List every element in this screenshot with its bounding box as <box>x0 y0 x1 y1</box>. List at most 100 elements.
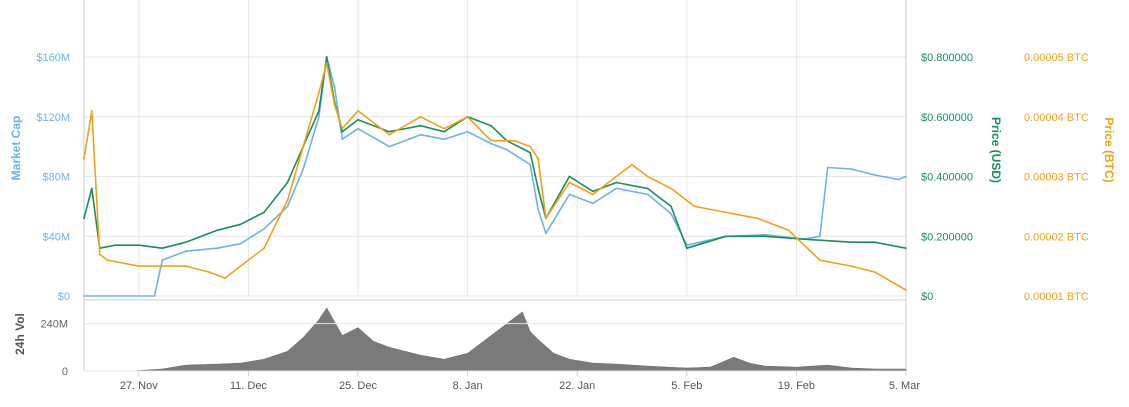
series-price-btc-line-point <box>286 199 289 202</box>
series-price-btc-line-point <box>850 265 853 267</box>
series-market-cap-line-point <box>184 250 187 253</box>
series-price-usd-line-point <box>419 124 422 127</box>
series-price-btc-line-point <box>302 145 305 148</box>
series-price-usd-line-point <box>685 247 688 250</box>
series-price-btc-line-point <box>756 217 759 220</box>
volume-tick-label: 240M <box>40 319 68 331</box>
series-price-usd-line-point <box>357 118 359 121</box>
series-market-cap-line-point <box>850 168 853 170</box>
series-price-btc-line-point <box>106 259 109 262</box>
series-price-usd-line-point <box>161 247 164 250</box>
series-market-cap-line-point <box>302 168 305 170</box>
series-market-cap-line-point <box>592 202 594 205</box>
series-price-usd-line-point <box>615 181 618 184</box>
series-price-usd-line-point <box>850 241 853 244</box>
price-usd-axis-title: Price (USD) <box>989 117 1003 183</box>
price-usd-tick-label: $0.200000 <box>921 231 973 243</box>
series-price-btc-line-point <box>137 265 140 267</box>
market-cap-tick-label: $40M <box>42 231 70 243</box>
series-price-btc-line-point <box>513 139 516 142</box>
series-price-btc-line-point <box>224 277 226 279</box>
series-market-cap-line-point <box>826 166 829 169</box>
price-btc-axis-title: Price (BTC) <box>1102 117 1116 182</box>
series-market-cap-line-point <box>490 142 492 145</box>
series-market-cap-line-point <box>529 163 532 166</box>
series-price-btc-line-point <box>819 259 821 262</box>
series-price-usd-line-point <box>90 187 93 190</box>
series-market-cap-line-point <box>357 127 359 130</box>
series-market-cap-line-point <box>153 295 156 297</box>
series-price-btc-line-point <box>466 115 469 118</box>
series-market-cap-line-point <box>466 130 469 133</box>
series-price-usd-line-point <box>568 175 571 178</box>
price-btc-tick-label: 0.00005 BTC <box>1024 52 1089 64</box>
series-market-cap-line-point <box>286 205 289 208</box>
series-price-usd-line-point <box>764 235 766 238</box>
series-market-cap-line-point <box>670 212 672 215</box>
x-tick-label: 19. Feb <box>778 380 815 392</box>
series-market-cap-line-point <box>568 193 571 196</box>
market-cap-tick-label: $160M <box>36 52 70 64</box>
series-price-btc-line-point <box>184 265 187 267</box>
series-market-cap-line-point <box>341 138 344 141</box>
series-market-cap-line-point <box>216 247 219 250</box>
series-price-btc-line-point <box>357 109 359 112</box>
series-market-cap-line-point <box>333 86 336 88</box>
volume-axis-title: 24h Vol <box>13 313 27 355</box>
main-plot-area <box>84 0 906 296</box>
series-price-btc-line-point <box>490 139 492 142</box>
x-tick-label: 5. Feb <box>671 380 702 392</box>
series-market-cap-line-point <box>130 295 132 297</box>
series-market-cap-line-point <box>873 174 876 176</box>
series-price-usd-line-point <box>592 190 594 193</box>
price-btc-tick-label: 0.00004 BTC <box>1024 112 1089 124</box>
series-market-cap-line-point <box>263 227 265 230</box>
series-market-cap-line-point <box>318 115 320 118</box>
series-price-usd-line-point <box>388 130 391 133</box>
market-cap-tick-label: $120M <box>36 112 70 124</box>
x-tick-label: 27. Nov <box>120 380 158 392</box>
series-24h-vol-area <box>84 307 907 372</box>
series-price-usd-line-point <box>184 241 187 244</box>
series-price-usd-line-point <box>137 244 140 247</box>
series-price-btc-line-point <box>615 175 618 178</box>
series-market-cap-line-point <box>388 145 391 148</box>
x-tick-label: 11. Dec <box>230 380 268 392</box>
series-market-cap-line-point <box>905 175 907 178</box>
series-price-btc-line-point <box>208 271 211 273</box>
series-price-btc-line-point <box>537 157 539 160</box>
series-price-btc-line-point <box>161 265 164 267</box>
series-price-btc-line-point <box>568 181 571 184</box>
series-price-usd-line-point <box>670 205 672 208</box>
series-price-btc-line-point <box>263 247 265 250</box>
series-price-usd-line-point <box>83 217 85 220</box>
series-price-btc-line-point <box>787 229 790 232</box>
series-price-usd-line-point <box>443 130 445 133</box>
series-price-btc-line-point <box>333 103 336 106</box>
series-price-usd-line <box>83 56 907 249</box>
series-market-cap-line-point <box>505 148 508 151</box>
series-price-btc-line-point <box>419 115 422 118</box>
series-price-btc-line-point <box>318 91 320 94</box>
series-market-cap-line-point <box>239 242 242 245</box>
series-price-btc-line-point <box>646 175 649 178</box>
series-price-usd-line-point <box>286 181 289 184</box>
series-price-btc-line-point <box>529 145 532 148</box>
x-tick-label: 8. Jan <box>453 380 483 392</box>
series-price-usd-line-point <box>239 223 242 226</box>
x-tick-label: 5. Mar <box>889 380 921 392</box>
series-price-usd-line-point <box>263 211 265 214</box>
series-price-usd-line-point <box>318 109 320 112</box>
series-price-usd-line-point <box>325 56 328 58</box>
market-cap-tick-label: $0 <box>58 291 70 303</box>
series-price-btc-line-point <box>725 211 727 214</box>
series-price-btc-line-point <box>341 127 344 130</box>
series-price-btc-line-point <box>631 163 633 166</box>
series-price-btc-line-point <box>83 157 85 160</box>
series-market-cap-line-point <box>897 178 900 181</box>
series-market-cap-line-point <box>537 208 539 211</box>
series-price-btc-line-point <box>693 205 696 208</box>
market-cap-axis-title: Market Cap <box>9 116 23 181</box>
